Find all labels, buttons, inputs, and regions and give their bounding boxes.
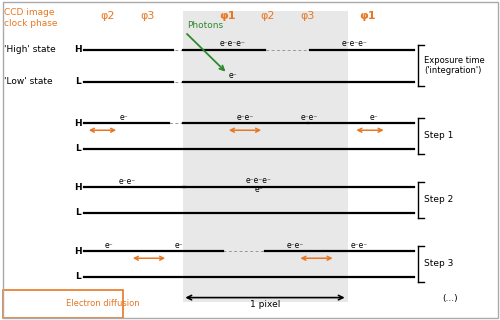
Text: e⁻: e⁻: [228, 71, 237, 80]
Text: e⁻: e⁻: [104, 241, 114, 250]
Text: e⁻e⁻: e⁻e⁻: [119, 177, 136, 186]
Text: φ2: φ2: [260, 11, 275, 21]
Text: e⁻e⁻: e⁻e⁻: [300, 113, 318, 122]
Text: e⁻: e⁻: [120, 113, 128, 122]
Text: 'High' state: 'High' state: [4, 45, 56, 54]
Text: CCD image
clock phase: CCD image clock phase: [4, 8, 58, 28]
Text: e⁻e⁻e⁻: e⁻e⁻e⁻: [220, 39, 246, 48]
Text: e⁻: e⁻: [370, 113, 378, 122]
FancyBboxPatch shape: [2, 290, 122, 318]
Text: e⁻e⁻e⁻: e⁻e⁻e⁻: [246, 176, 272, 185]
Text: L: L: [74, 144, 80, 153]
Text: φ3: φ3: [300, 11, 314, 21]
Text: e⁻e⁻: e⁻e⁻: [350, 241, 368, 250]
Text: 'Low' state: 'Low' state: [4, 77, 52, 86]
Text: e⁻: e⁻: [174, 241, 184, 250]
Text: φ2: φ2: [100, 11, 115, 21]
Text: L: L: [74, 77, 80, 86]
FancyBboxPatch shape: [182, 11, 348, 302]
Text: H: H: [74, 183, 82, 192]
Text: Electron diffusion: Electron diffusion: [66, 300, 140, 308]
Text: Step 3: Step 3: [424, 260, 454, 268]
Text: φ1: φ1: [219, 11, 236, 21]
Text: e⁻: e⁻: [254, 185, 264, 194]
Text: φ3: φ3: [140, 11, 154, 21]
Text: e⁻e⁻e⁻: e⁻e⁻e⁻: [342, 39, 368, 48]
Text: Step 2: Step 2: [424, 196, 453, 204]
Text: Photons: Photons: [188, 21, 224, 30]
Text: 1 pixel: 1 pixel: [250, 300, 280, 309]
Text: L: L: [74, 208, 80, 217]
Text: H: H: [74, 247, 82, 256]
Text: e⁻e⁻: e⁻e⁻: [286, 241, 304, 250]
Text: H: H: [74, 119, 82, 128]
Text: H: H: [74, 45, 82, 54]
Text: L: L: [74, 272, 80, 281]
Text: φ1: φ1: [359, 11, 376, 21]
Text: Step 1: Step 1: [424, 132, 454, 140]
Text: (...): (...): [442, 294, 458, 303]
Text: e⁻e⁻: e⁻e⁻: [236, 113, 254, 122]
Text: Exposure time
('integration'): Exposure time ('integration'): [424, 56, 485, 75]
